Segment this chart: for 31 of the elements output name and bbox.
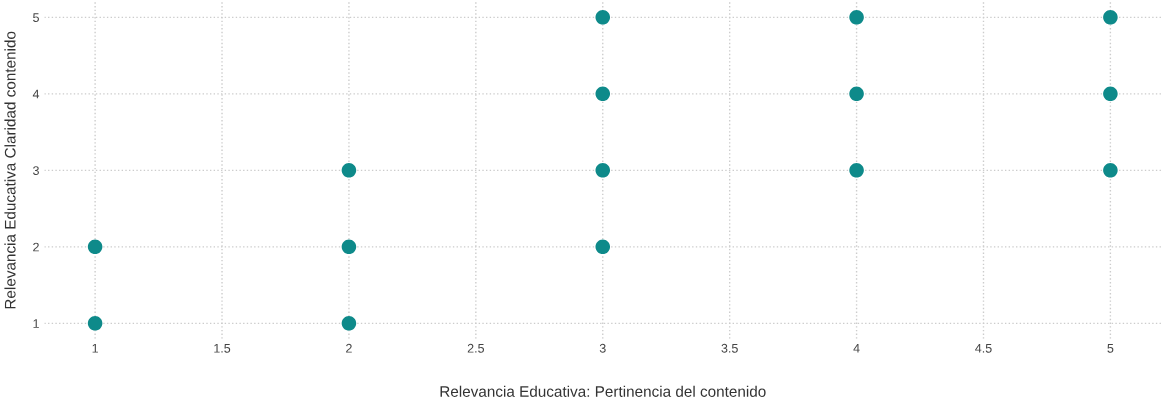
x-tick-label: 2.5	[467, 343, 485, 353]
point	[341, 239, 357, 255]
x-tick-label: 4.5	[975, 343, 992, 353]
point	[595, 163, 611, 178]
point	[87, 239, 103, 255]
y-tick-label: 1	[33, 319, 39, 328]
point	[595, 86, 611, 102]
point	[341, 163, 357, 178]
x-tick-label: 1	[92, 343, 98, 353]
point	[849, 10, 864, 25]
y-tick-label: 5	[33, 13, 39, 22]
x-tick-label: 3.5	[721, 343, 738, 353]
point	[1103, 163, 1118, 178]
y-tick-label: 4	[32, 89, 40, 99]
y-tick-label: 3	[33, 166, 39, 175]
point	[341, 316, 357, 331]
x-tick-label: 2	[346, 343, 352, 353]
point	[1103, 86, 1118, 102]
x-tick-label: 3	[599, 343, 606, 353]
x-axis-title: Relevancia Educativa: Pertinencia del contenido	[440, 385, 766, 397]
x-tick-label: 5	[1107, 343, 1114, 353]
point	[87, 316, 103, 331]
point	[1103, 10, 1118, 25]
point	[595, 10, 611, 25]
x-tick-label: 1.5	[214, 343, 231, 353]
x-tick-label: 4	[853, 343, 860, 353]
point	[849, 163, 864, 178]
y-tick-label: 2	[33, 242, 39, 252]
y-axis-title: Relevancia Educativa Claridad contenido	[4, 31, 16, 309]
point	[849, 86, 864, 102]
point	[595, 239, 611, 255]
